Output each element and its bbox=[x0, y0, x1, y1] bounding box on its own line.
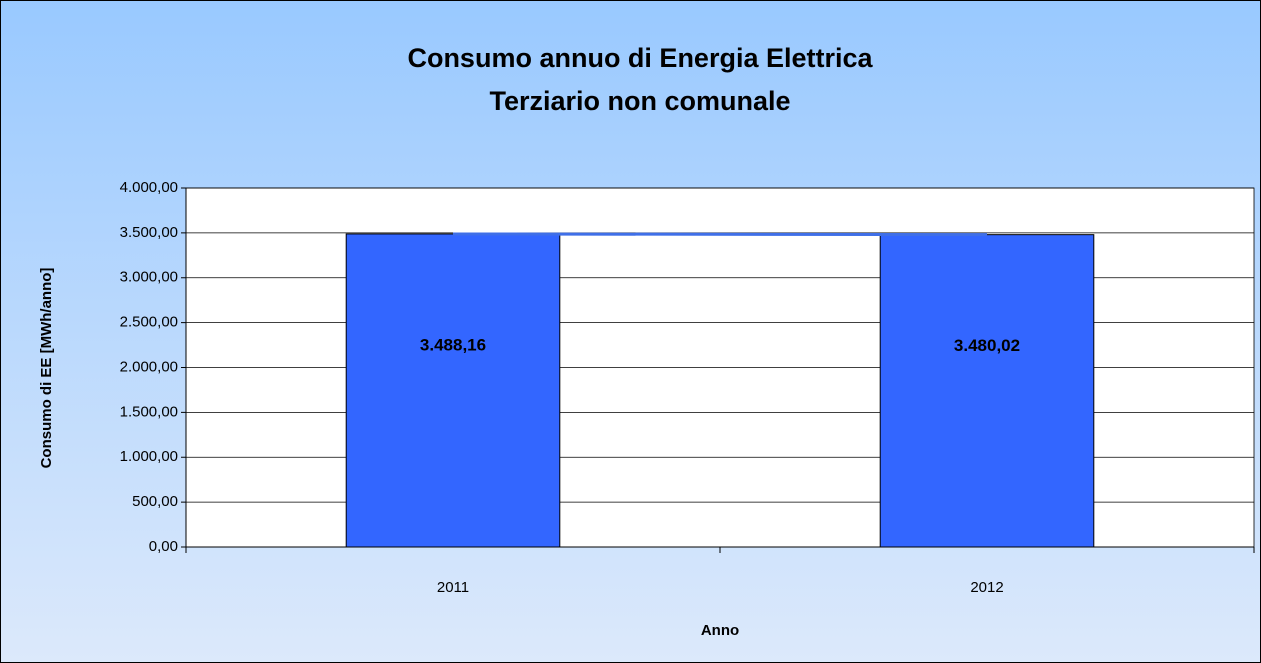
y-tick-label: 2.500,00 bbox=[120, 314, 178, 331]
y-tick-label: 500,00 bbox=[132, 493, 178, 510]
trend-line bbox=[452, 232, 988, 237]
y-tick-label: 1.000,00 bbox=[120, 448, 178, 465]
y-tick-label: 0,00 bbox=[149, 538, 178, 555]
bar bbox=[345, 233, 561, 548]
y-tick-label: 3.500,00 bbox=[120, 224, 178, 241]
chart-title: Consumo annuo di Energia Elettrica bbox=[407, 43, 873, 73]
value-label: 3.488,16 bbox=[420, 335, 486, 354]
chart-subtitle: Terziario non comunale bbox=[489, 86, 790, 116]
bar bbox=[879, 234, 1095, 548]
x-tick-label: 2011 bbox=[437, 579, 469, 596]
y-axis-title: Consumo di EE [MWh/anno] bbox=[38, 268, 55, 469]
x-tick-label: 2012 bbox=[970, 579, 1003, 596]
value-label: 3.480,02 bbox=[954, 336, 1020, 355]
plot-border bbox=[185, 187, 1255, 548]
x-axis-title: Anno bbox=[701, 622, 739, 639]
y-tick-label: 3.000,00 bbox=[120, 269, 178, 286]
y-tick-label: 1.500,00 bbox=[120, 403, 178, 420]
y-tick-label: 4.000,00 bbox=[120, 179, 178, 196]
y-tick-label: 2.000,00 bbox=[120, 358, 178, 375]
